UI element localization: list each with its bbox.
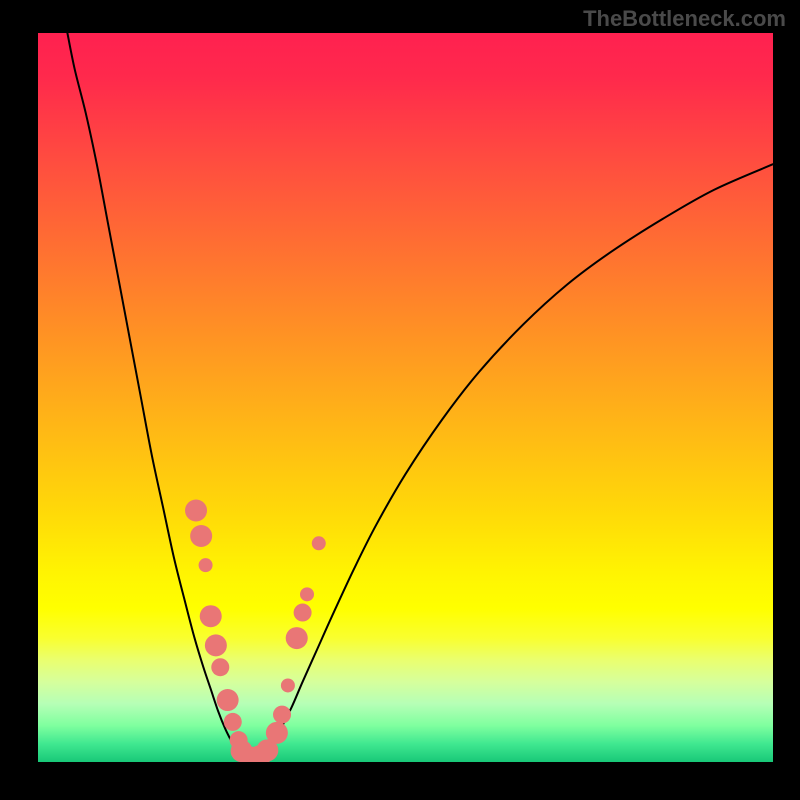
figure: TheBottleneck.com: [0, 0, 800, 800]
background-gradient: [38, 33, 773, 762]
watermark-text: TheBottleneck.com: [583, 6, 786, 32]
chart-area: [38, 33, 773, 762]
